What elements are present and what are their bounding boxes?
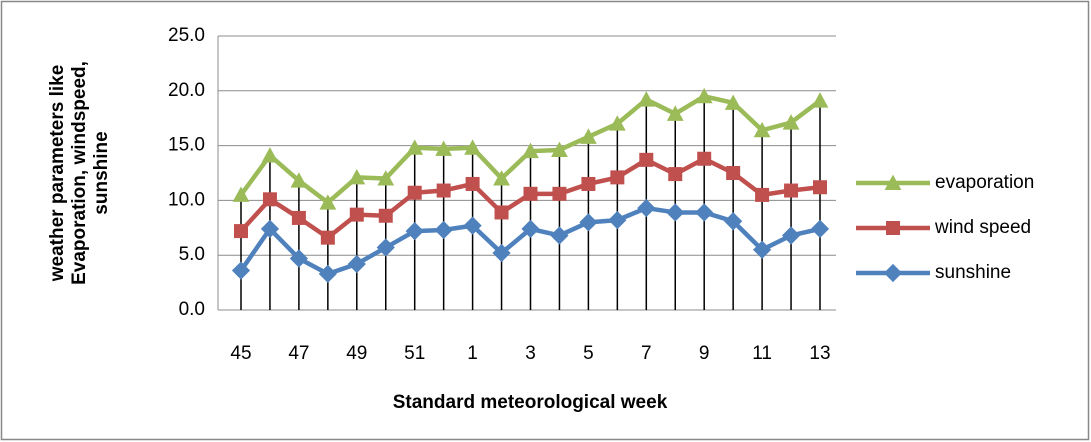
x-tick-label: 5 <box>583 343 594 364</box>
marker <box>407 185 422 200</box>
marker <box>695 87 713 104</box>
marker <box>781 226 801 245</box>
marker <box>318 264 337 283</box>
marker <box>405 221 424 241</box>
marker <box>610 170 625 185</box>
legend-marker <box>884 174 902 190</box>
y-tick-label: 0.0 <box>179 299 205 320</box>
y-tick-label: 20.0 <box>168 80 205 101</box>
marker <box>523 186 538 201</box>
marker <box>434 220 453 240</box>
x-tick-label: 1 <box>467 343 478 364</box>
marker <box>319 194 337 210</box>
marker <box>697 151 712 166</box>
marker <box>666 105 684 121</box>
x-axis-title: Standard meteorological week <box>393 392 668 413</box>
marker <box>494 205 509 220</box>
marker <box>521 219 540 238</box>
marker <box>377 170 395 186</box>
marker <box>349 207 364 222</box>
marker <box>492 243 511 263</box>
marker <box>493 170 510 186</box>
marker <box>378 208 393 223</box>
marker <box>550 226 569 245</box>
y-tick-label: 5.0 <box>179 244 205 265</box>
y-tick-label: 10.0 <box>168 189 205 210</box>
marker <box>348 168 366 185</box>
x-tick-label: 49 <box>346 343 367 364</box>
marker <box>695 203 714 222</box>
marker <box>639 152 654 167</box>
legend-label: sunshine <box>935 262 1011 283</box>
marker <box>261 147 279 163</box>
marker <box>290 172 308 188</box>
marker <box>782 114 800 130</box>
marker <box>668 167 683 182</box>
marker <box>320 230 335 245</box>
marker <box>637 198 656 218</box>
marker <box>436 183 451 198</box>
marker <box>724 94 742 110</box>
x-tick-label: 9 <box>699 343 710 364</box>
marker <box>262 192 277 207</box>
x-tick-label: 11 <box>752 343 772 364</box>
marker <box>580 128 597 144</box>
y-tick-label: 15.0 <box>168 135 205 156</box>
marker <box>291 210 306 225</box>
marker <box>813 180 827 195</box>
marker <box>637 91 655 107</box>
x-tick-label: 47 <box>288 343 309 364</box>
marker <box>289 249 308 268</box>
marker <box>666 203 685 222</box>
marker <box>347 254 366 274</box>
marker <box>260 219 280 238</box>
marker <box>234 224 248 239</box>
marker <box>231 261 251 280</box>
legend-marker <box>883 263 903 283</box>
marker <box>522 142 539 159</box>
marker <box>724 212 743 231</box>
marker <box>464 139 481 155</box>
marker <box>552 186 567 201</box>
marker <box>811 92 829 108</box>
x-tick-label: 51 <box>404 343 425 364</box>
marker <box>232 186 250 202</box>
y-axis-title-line: weather parameters like <box>47 65 68 283</box>
y-axis-title: weather parameters like Evaporation, win… <box>47 61 112 285</box>
legend-label: evaporation <box>935 172 1034 193</box>
marker <box>581 176 596 191</box>
marker <box>435 140 453 156</box>
y-axis-title-line: sunshine <box>91 131 112 214</box>
marker <box>784 183 799 198</box>
x-tick-label: 3 <box>525 343 536 364</box>
marker <box>753 240 772 259</box>
y-axis-title-line: Evaporation, windspeed, <box>69 61 90 285</box>
x-tick-label: 13 <box>809 343 830 364</box>
y-tick-label: 25.0 <box>168 25 205 46</box>
marker <box>551 141 568 157</box>
x-tick-label: 7 <box>641 343 652 364</box>
marker <box>465 176 480 191</box>
marker <box>406 139 424 155</box>
marker <box>376 238 395 257</box>
marker <box>463 216 482 235</box>
legend-marker <box>886 221 900 235</box>
marker <box>579 213 598 232</box>
marker <box>753 121 771 138</box>
marker <box>755 187 770 202</box>
marker <box>608 211 627 230</box>
legend-label: wind speed <box>934 217 1031 238</box>
marker <box>810 219 830 238</box>
x-tick-label: 45 <box>230 343 251 364</box>
marker <box>608 115 626 131</box>
marker <box>726 166 741 180</box>
